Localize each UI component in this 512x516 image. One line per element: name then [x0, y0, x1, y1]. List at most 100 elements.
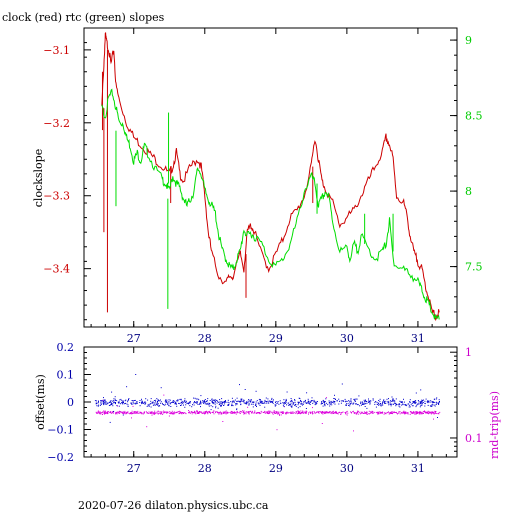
- rnd-trip-point: [396, 412, 398, 414]
- rnd-trip-point: [407, 412, 409, 414]
- offset-point: [297, 404, 299, 406]
- offset-point: [323, 400, 325, 402]
- rnd-trip-point: [151, 411, 153, 413]
- rnd-trip-point: [336, 411, 338, 413]
- offset-point: [183, 402, 185, 404]
- rnd-trip-point: [240, 411, 242, 413]
- rnd-trip-point: [274, 413, 276, 414]
- rnd-trip-point: [297, 410, 299, 412]
- rnd-trip-point: [132, 405, 134, 407]
- rnd-trip-point: [370, 412, 372, 413]
- rnd-trip-point: [280, 414, 282, 416]
- offset-point: [417, 403, 419, 405]
- rnd-trip-point: [99, 411, 101, 413]
- offset-point: [148, 403, 150, 405]
- offset-point: [329, 403, 331, 405]
- offset-point: [386, 398, 388, 400]
- offset-point: [175, 402, 177, 404]
- offset-point: [234, 399, 236, 401]
- offset-point: [324, 403, 326, 405]
- offset-point: [345, 401, 347, 403]
- rnd-trip-point: [405, 411, 407, 413]
- rnd-trip-point: [271, 412, 273, 414]
- offset-point: [380, 403, 381, 404]
- offset-point: [350, 401, 352, 402]
- rnd-trip-point: [393, 412, 395, 414]
- rnd-trip-point: [328, 411, 330, 413]
- rnd-trip-point: [102, 411, 104, 413]
- rnd-trip-point: [427, 410, 429, 412]
- offset-point: [120, 403, 122, 405]
- rnd-trip-point: [243, 410, 245, 412]
- offset-point: [121, 402, 123, 403]
- offset-point: [377, 403, 379, 405]
- rnd-trip-point: [312, 411, 314, 413]
- offset-point: [400, 402, 402, 403]
- offset-point: [254, 404, 256, 406]
- rnd-trip-point: [311, 412, 313, 414]
- offset-point: [339, 400, 340, 402]
- offset-point: [245, 402, 246, 404]
- offset-point: [366, 402, 368, 404]
- offset-point: [239, 401, 241, 403]
- offset-point: [401, 401, 403, 403]
- offset-point: [246, 403, 248, 405]
- offset-point: [393, 403, 394, 405]
- rnd-trip-point: [263, 412, 264, 413]
- offset-point: [364, 401, 366, 403]
- rnd-trip-point: [170, 413, 172, 415]
- rnd-trip-point: [340, 414, 342, 415]
- offset-point: [399, 400, 401, 402]
- offset-point: [142, 402, 144, 404]
- rnd-trip-point: [305, 410, 307, 412]
- offset-point: [152, 404, 154, 406]
- offset-point: [207, 403, 209, 405]
- offset-point: [253, 401, 255, 403]
- rnd-trip-point: [331, 411, 333, 413]
- offset-point: [224, 400, 226, 401]
- offset-point: [427, 401, 429, 403]
- offset-point: [354, 398, 356, 400]
- offset-point: [300, 400, 302, 402]
- offset-point: [277, 401, 279, 402]
- rnd-trip-point: [156, 411, 158, 413]
- offset-point: [369, 401, 371, 403]
- offset-point: [331, 401, 333, 403]
- offset-point: [176, 400, 178, 402]
- rnd-trip-point: [243, 413, 245, 415]
- offset-point: [307, 398, 309, 400]
- rnd-trip-point: [357, 410, 359, 412]
- offset-point: [427, 400, 429, 402]
- rnd-trip-point: [302, 412, 304, 414]
- offset-point: [290, 398, 292, 399]
- offset-point: [194, 397, 196, 399]
- rnd-trip-point: [161, 413, 163, 415]
- offset-point: [156, 403, 158, 405]
- offset-point: [110, 401, 112, 403]
- rnd-trip-point: [421, 412, 423, 414]
- offset-point: [113, 401, 115, 403]
- offset-point: [378, 404, 380, 406]
- rnd-trip-point: [150, 412, 151, 414]
- rnd-trip-point: [363, 411, 365, 413]
- offset-point: [195, 398, 197, 400]
- rnd-trip-point: [378, 411, 380, 413]
- rnd-trip-point: [367, 413, 368, 415]
- rnd-trip-point: [112, 412, 114, 414]
- offset-point: [393, 402, 395, 404]
- offset-point: [127, 401, 129, 403]
- rnd-trip-point: [119, 410, 120, 412]
- offset-point: [347, 403, 349, 405]
- rnd-trip-point: [238, 412, 240, 414]
- rnd-trip-point: [210, 412, 211, 414]
- rnd-trip-point: [276, 412, 278, 414]
- offset-point: [275, 402, 276, 404]
- offset-point: [224, 403, 226, 405]
- rnd-trip-point: [221, 413, 223, 415]
- offset-point: [415, 402, 417, 404]
- offset-point: [270, 400, 271, 402]
- offset-point: [240, 398, 242, 400]
- offset-point: [219, 402, 221, 404]
- rnd-trip-point: [264, 411, 266, 413]
- offset-point: [189, 405, 191, 407]
